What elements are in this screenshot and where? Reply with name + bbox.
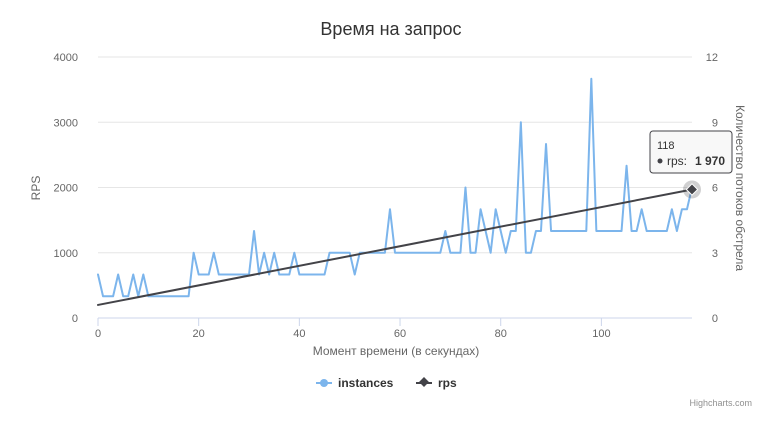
legend-rps-label: rps <box>438 376 457 390</box>
x-tick-label: 60 <box>394 328 406 340</box>
tooltip: 118 rps: 1 970 <box>649 130 733 174</box>
tooltip-header: 118 <box>657 140 675 152</box>
legend-item-rps[interactable]: rps <box>416 376 457 390</box>
x-tick-label: 80 <box>495 328 507 340</box>
chart-title: Время на запрос <box>320 19 461 39</box>
tooltip-value: 1 970 <box>695 154 725 168</box>
x-axis-ticks: 0 20 40 60 80 100 <box>95 318 611 340</box>
legend-instances-marker <box>320 379 328 387</box>
y-right-tick-label: 9 <box>712 117 718 129</box>
legend-item-instances[interactable]: instances <box>316 376 394 390</box>
rps-point-marker[interactable] <box>685 183 699 196</box>
y-right-tick-label: 3 <box>712 248 718 260</box>
y-axis-right-title: Количество потоков обстрела <box>733 105 747 271</box>
y-right-tick-label: 12 <box>706 52 718 64</box>
y-axis-left-ticks: 0 1000 2000 3000 4000 <box>54 52 78 325</box>
tooltip-series-label: rps: <box>667 154 687 168</box>
x-axis-title: Момент времени (в секундах) <box>313 344 480 358</box>
y-right-tick-label: 0 <box>712 313 718 325</box>
y-right-tick-label: 6 <box>712 183 718 195</box>
x-tick-label: 0 <box>95 328 101 340</box>
y-axis-left-title: RPS <box>29 176 43 201</box>
y-left-tick-label: 2000 <box>54 183 78 195</box>
series-line-rps[interactable] <box>97 188 693 306</box>
grid-layer <box>98 56 692 319</box>
legend-rps-marker <box>419 377 429 387</box>
y-axis-right-ticks: 0 3 6 9 12 <box>706 52 718 325</box>
credits[interactable]: Highcharts.com <box>689 398 752 408</box>
series-line-instances[interactable] <box>97 77 693 298</box>
y-left-tick-label: 0 <box>72 313 78 325</box>
y-left-tick-label: 4000 <box>54 52 78 64</box>
series-layer <box>97 77 701 306</box>
x-tick-label: 20 <box>193 328 205 340</box>
y-left-tick-label: 1000 <box>54 248 78 260</box>
legend: instances rps <box>316 376 457 390</box>
x-tick-label: 100 <box>592 328 610 340</box>
legend-instances-label: instances <box>338 376 394 390</box>
y-left-tick-label: 3000 <box>54 117 78 129</box>
tooltip-series-marker <box>657 158 663 164</box>
x-tick-label: 40 <box>293 328 305 340</box>
tooltip-box <box>649 130 733 174</box>
